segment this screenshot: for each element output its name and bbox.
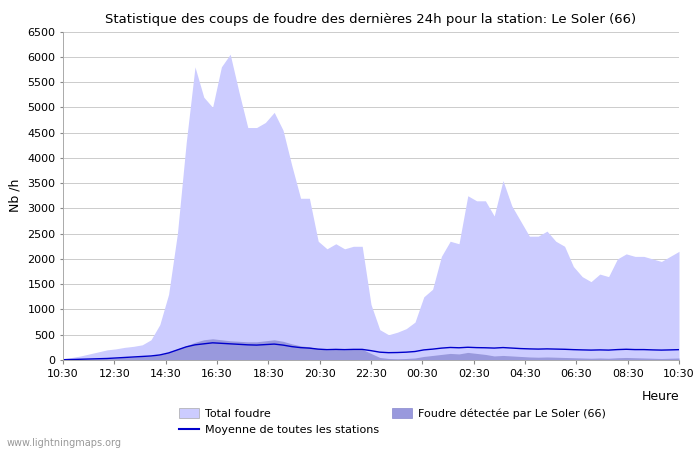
Legend: Total foudre, Moyenne de toutes les stations, Foudre détectée par Le Soler (66): Total foudre, Moyenne de toutes les stat… [179, 408, 606, 435]
Title: Statistique des coups de foudre des dernières 24h pour la station: Le Soler (66): Statistique des coups de foudre des dern… [106, 13, 636, 26]
Text: Heure: Heure [641, 390, 679, 403]
Text: www.lightningmaps.org: www.lightningmaps.org [7, 438, 122, 448]
Y-axis label: Nb /h: Nb /h [8, 179, 22, 212]
